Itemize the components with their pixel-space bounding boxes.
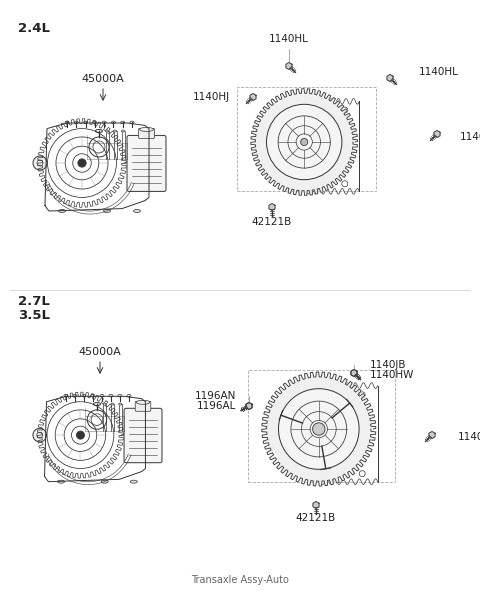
- Circle shape: [315, 425, 323, 433]
- Circle shape: [79, 159, 85, 167]
- Polygon shape: [269, 204, 275, 211]
- Text: 45000A: 45000A: [82, 74, 124, 84]
- Circle shape: [301, 412, 336, 447]
- Polygon shape: [313, 501, 319, 509]
- Circle shape: [278, 116, 330, 168]
- Text: 1140HJ: 1140HJ: [193, 92, 230, 102]
- Text: 1196AL: 1196AL: [197, 401, 236, 411]
- Circle shape: [33, 428, 47, 442]
- Polygon shape: [351, 370, 357, 377]
- Circle shape: [77, 432, 84, 438]
- Circle shape: [288, 126, 321, 158]
- FancyBboxPatch shape: [139, 128, 155, 139]
- Text: 1196AN: 1196AN: [194, 391, 236, 401]
- Ellipse shape: [58, 480, 64, 483]
- FancyBboxPatch shape: [127, 136, 166, 192]
- Bar: [248, 370, 395, 482]
- Circle shape: [312, 423, 325, 435]
- Ellipse shape: [104, 210, 110, 213]
- Circle shape: [278, 389, 359, 469]
- Ellipse shape: [113, 130, 117, 132]
- Ellipse shape: [103, 403, 106, 405]
- Polygon shape: [251, 89, 358, 195]
- FancyBboxPatch shape: [135, 401, 151, 411]
- Polygon shape: [351, 370, 357, 377]
- Ellipse shape: [133, 210, 141, 213]
- Polygon shape: [246, 402, 252, 410]
- Ellipse shape: [130, 480, 137, 483]
- Circle shape: [300, 139, 308, 146]
- Polygon shape: [434, 131, 440, 137]
- Text: 1140JB: 1140JB: [370, 360, 407, 370]
- Polygon shape: [429, 432, 435, 439]
- Text: 45000A: 45000A: [79, 347, 121, 357]
- Text: 3.5L: 3.5L: [18, 309, 50, 322]
- Text: 2.4L: 2.4L: [18, 22, 50, 35]
- Polygon shape: [286, 63, 292, 69]
- Polygon shape: [387, 75, 393, 82]
- Ellipse shape: [121, 130, 124, 132]
- Circle shape: [310, 420, 327, 438]
- Text: 42121B: 42121B: [296, 513, 336, 523]
- Circle shape: [296, 134, 312, 150]
- Text: 1140HL: 1140HL: [419, 67, 459, 77]
- Polygon shape: [250, 94, 256, 100]
- Ellipse shape: [106, 130, 108, 132]
- Ellipse shape: [59, 210, 65, 213]
- Ellipse shape: [101, 480, 108, 483]
- Circle shape: [266, 104, 342, 180]
- Polygon shape: [262, 372, 376, 486]
- Circle shape: [291, 401, 347, 457]
- Ellipse shape: [136, 400, 150, 404]
- Bar: [237, 87, 375, 191]
- Text: 2.7L: 2.7L: [18, 295, 50, 308]
- Ellipse shape: [140, 127, 154, 131]
- Text: 1140HL: 1140HL: [269, 34, 309, 44]
- Circle shape: [33, 156, 47, 170]
- Text: 1140HG: 1140HG: [460, 132, 480, 142]
- Ellipse shape: [111, 403, 114, 405]
- Text: 42121B: 42121B: [252, 217, 292, 227]
- Text: 1140HW: 1140HW: [458, 432, 480, 442]
- FancyBboxPatch shape: [124, 408, 162, 463]
- Text: Transaxle Assy-Auto: Transaxle Assy-Auto: [191, 575, 289, 585]
- Text: 1140HW: 1140HW: [370, 370, 414, 380]
- Ellipse shape: [119, 403, 122, 405]
- Polygon shape: [246, 402, 252, 410]
